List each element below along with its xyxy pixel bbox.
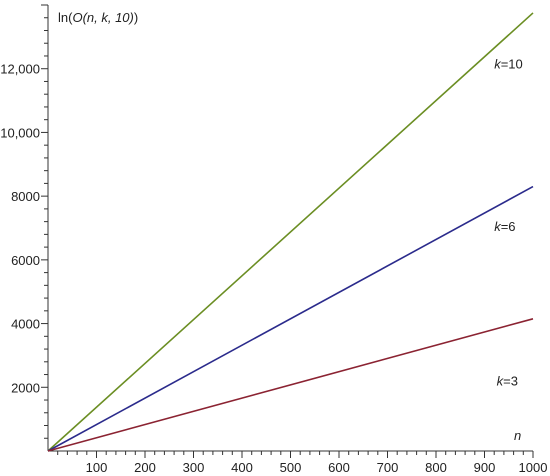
x-tick-label: 1000 (519, 460, 548, 475)
x-axis-label: n (514, 428, 521, 443)
series-label-variable: k (497, 374, 505, 389)
x-tick-label: 500 (280, 460, 302, 475)
y-axis-label: ln(O(n, k, 10)) (58, 10, 138, 25)
y-tick-label: 2000 (11, 380, 40, 395)
x-tick-label: 300 (183, 460, 205, 475)
series-label-variable: k (494, 219, 502, 234)
series-labels: k=10k=6k=3 (494, 57, 523, 389)
tick-marks (41, 4, 534, 458)
x-tick-label: 100 (86, 460, 108, 475)
series-label-value: =10 (501, 57, 523, 72)
series-line (47, 318, 534, 452)
series-label-variable: k (494, 57, 502, 72)
y-tick-label: 8000 (11, 189, 40, 204)
series-line (47, 12, 534, 452)
y-tick-label: 10,000 (0, 125, 40, 140)
series-line (47, 185, 534, 452)
y-axis-label-prefix: ln( (58, 10, 73, 25)
series-label-value: =3 (503, 374, 518, 389)
x-tick-label: 200 (134, 460, 156, 475)
y-tick-label: 12,000 (0, 62, 40, 77)
y-axis-label-function: O(n, k, 10) (72, 10, 133, 25)
series-label: k=10 (494, 57, 523, 72)
x-tick-label: 400 (231, 460, 253, 475)
series-label: k=6 (494, 219, 515, 234)
y-tick-label: 4000 (11, 317, 40, 332)
x-tick-label: 600 (328, 460, 350, 475)
x-tick-label: 800 (425, 460, 447, 475)
series-label-value: =6 (501, 219, 516, 234)
series-label: k=3 (497, 374, 518, 389)
x-tick-label: 700 (377, 460, 399, 475)
tick-labels: 100 200 300 400 500 600 700 800 900 1000 2000 4000 6… (0, 62, 547, 475)
x-tick-label: 900 (474, 460, 496, 475)
y-tick-label: 6000 (11, 253, 40, 268)
y-axis-label-suffix: ) (134, 10, 138, 25)
series-lines (47, 12, 534, 452)
